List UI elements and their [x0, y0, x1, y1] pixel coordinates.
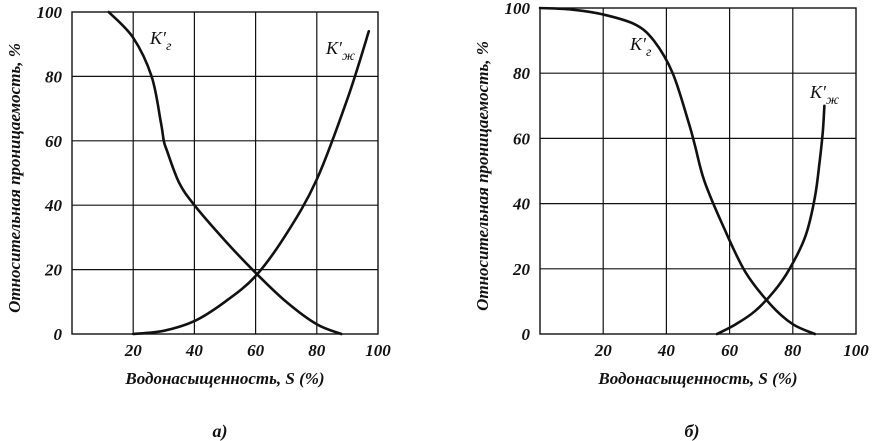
series-label-gas: K′г — [629, 34, 652, 60]
panel-caption: а) — [213, 421, 228, 441]
y-tick-label: 20 — [512, 260, 531, 279]
y-tick-label: 40 — [44, 196, 63, 215]
y-tick-label: 80 — [513, 64, 531, 83]
y-tick-label: 60 — [513, 129, 531, 148]
chart-panel-a: 0 20 40 60 80 100 20 40 60 80 100 Водонасыщенность,… — [5, 3, 391, 441]
y-tick-label: 80 — [45, 67, 63, 86]
y-tick-label: 0 — [522, 325, 531, 344]
series-label-liquid: K′ж — [809, 82, 839, 108]
x-tick-label: 80 — [308, 341, 326, 360]
x-tick-label: 40 — [657, 341, 676, 360]
x-tick-label: 60 — [247, 341, 265, 360]
y-tick-label: 20 — [44, 261, 63, 280]
series-line-gas — [538, 6, 817, 336]
series-label-gas: K′г — [149, 28, 172, 54]
plot-frame — [71, 11, 379, 335]
chart-panel-b: 0 20 40 60 80 100 20 40 60 80 100 Водонасыщенность,… — [473, 0, 869, 441]
y-tick-label: 100 — [37, 3, 63, 22]
x-tick-label: 100 — [843, 341, 869, 360]
x-tick-label: 40 — [185, 341, 204, 360]
y-tick-label: 100 — [505, 0, 531, 18]
panel-caption: б) — [685, 421, 700, 441]
x-tick-label: 20 — [124, 341, 143, 360]
y-tick-label: 40 — [512, 195, 531, 214]
series-line-liquid — [715, 104, 826, 336]
x-tick-label: 20 — [594, 341, 613, 360]
plot-frame — [539, 7, 857, 335]
series-line-gas — [107, 10, 343, 336]
x-axis-title: Водонасыщенность, S (%) — [124, 369, 324, 388]
x-axis-title: Водонасыщенность, S (%) — [597, 369, 797, 388]
x-tick-label: 60 — [721, 341, 739, 360]
x-tick-label: 100 — [365, 341, 391, 360]
y-axis-title: Относительная проницаемость, % — [473, 41, 492, 311]
y-tick-label: 60 — [45, 132, 63, 151]
y-tick-label: 0 — [54, 325, 63, 344]
series-label-liquid: K′ж — [325, 38, 355, 64]
y-axis-title: Относительная проницаемость, % — [5, 43, 24, 313]
series-line-liquid — [131, 30, 371, 336]
x-tick-label: 80 — [784, 341, 802, 360]
